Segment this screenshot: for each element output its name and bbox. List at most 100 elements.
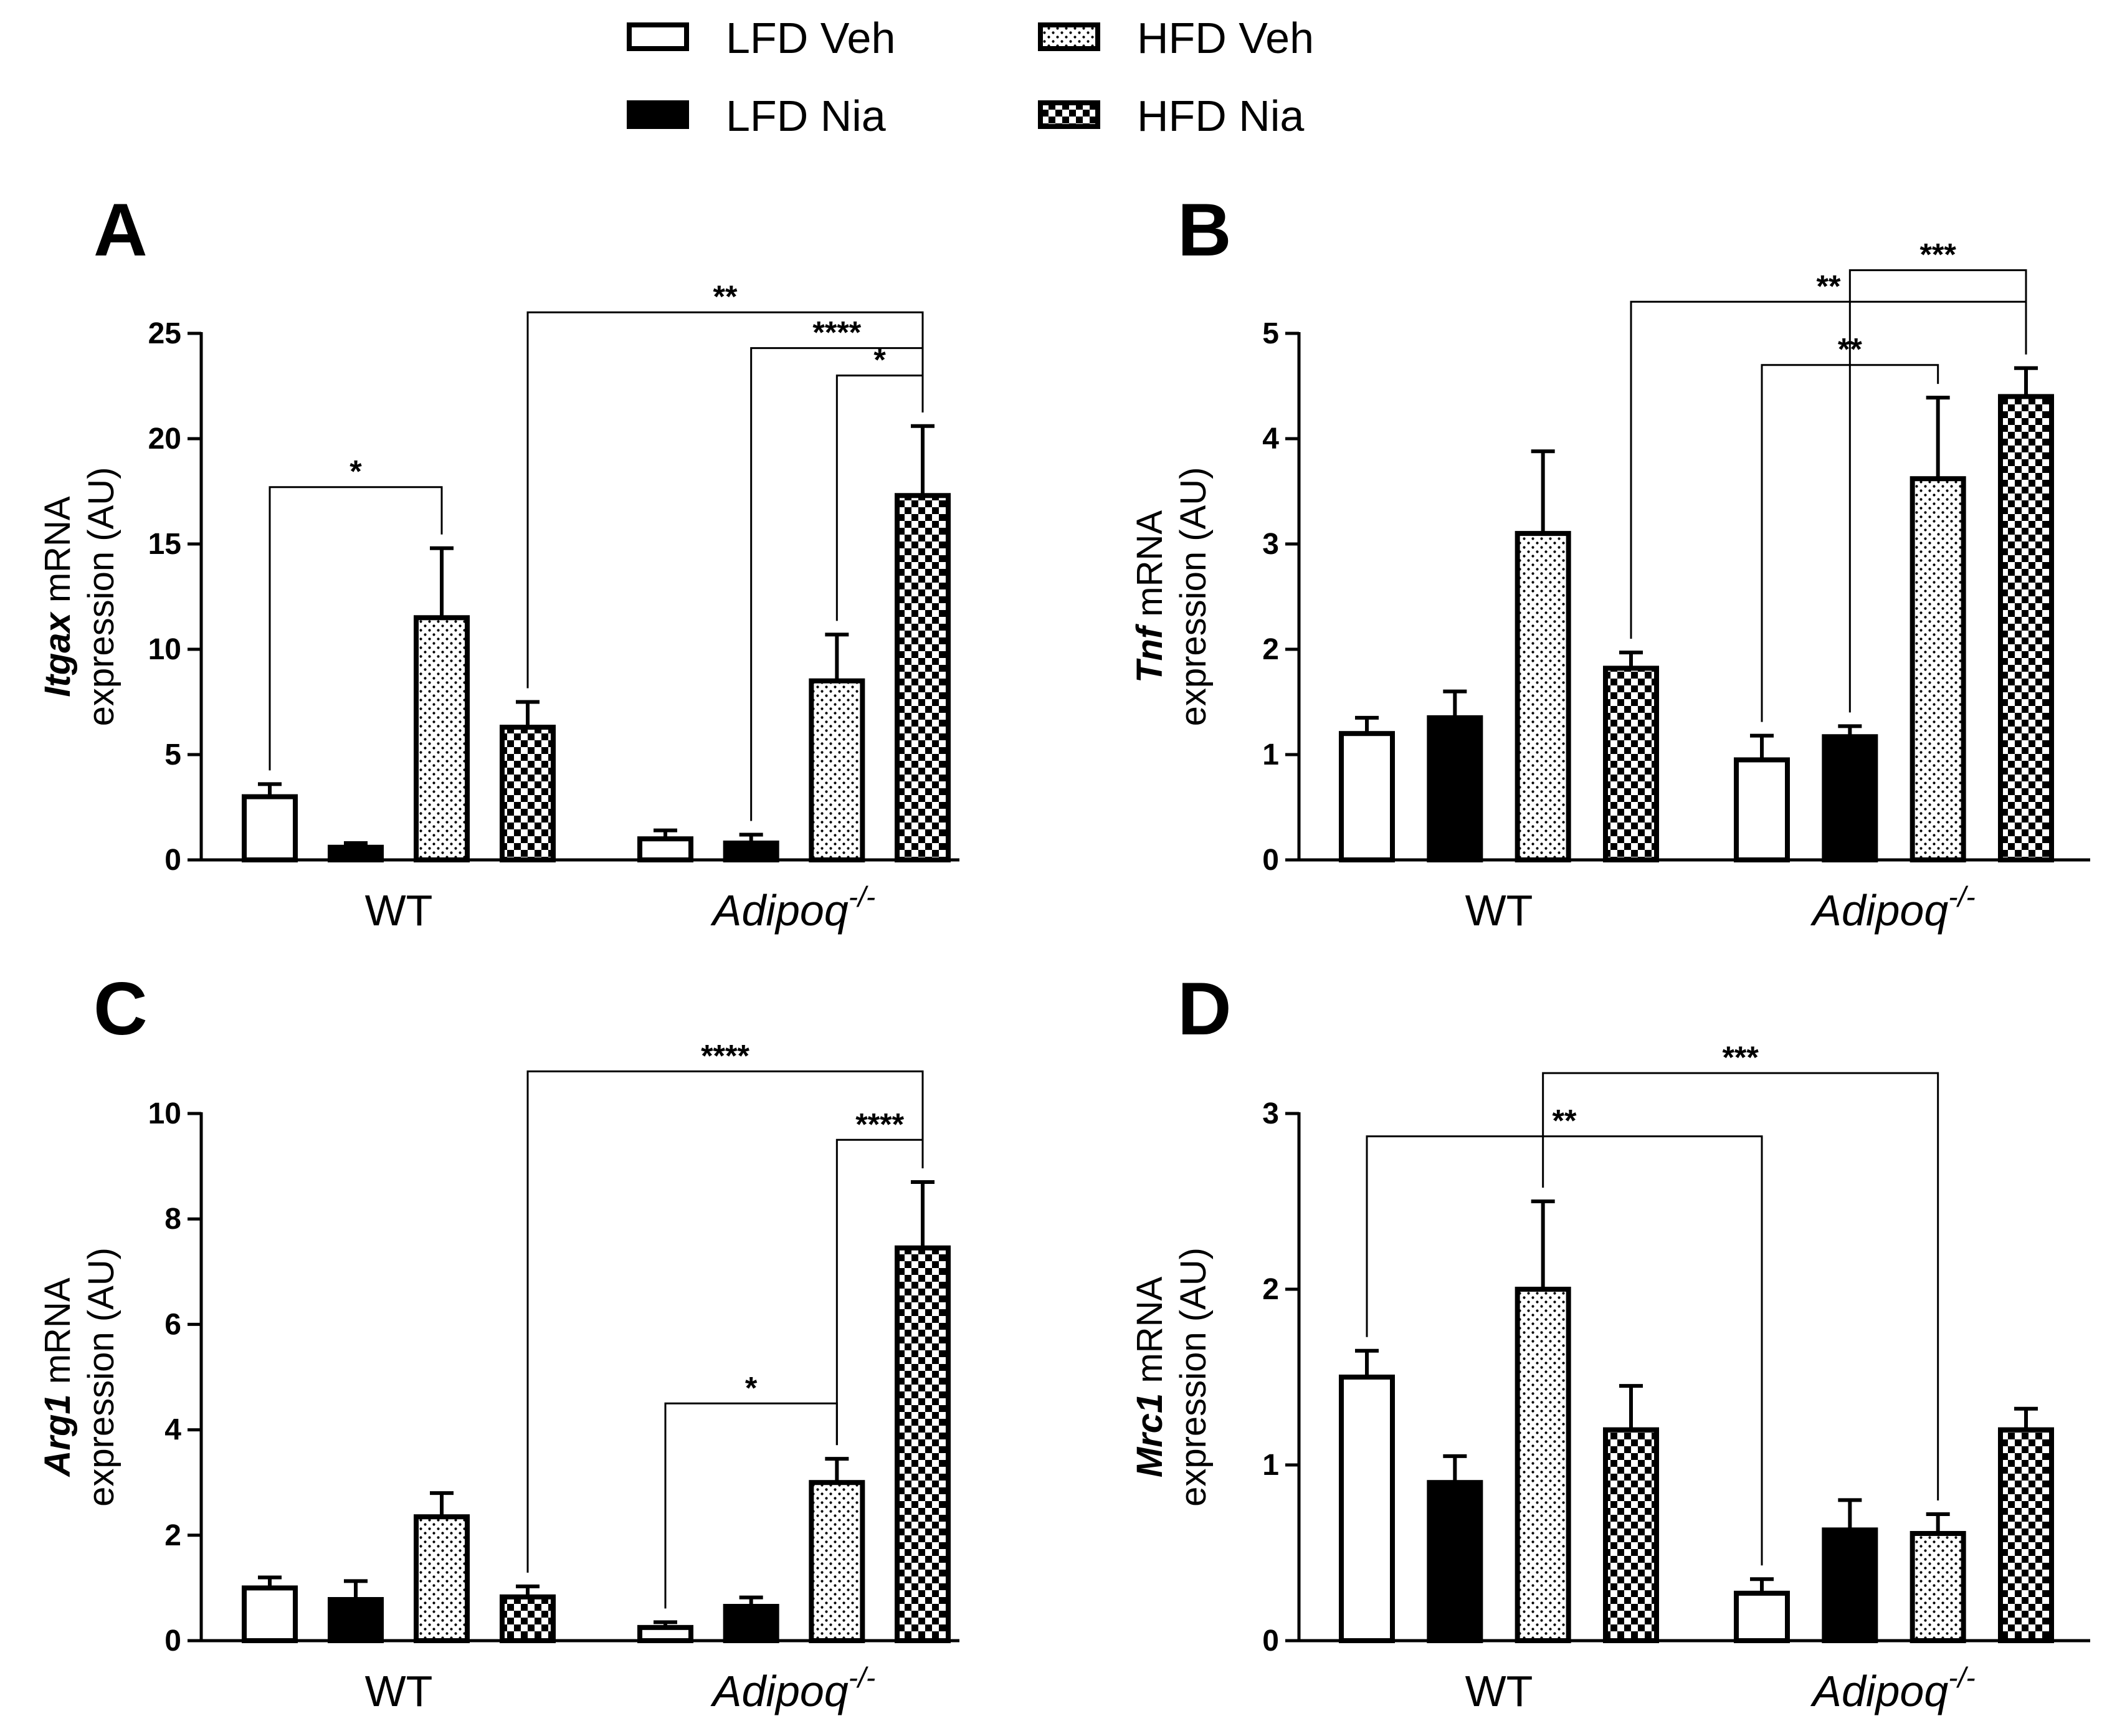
legend-item-hfd-veh: HFD Veh [1038, 14, 1314, 62]
bar [328, 844, 384, 862]
bar-hfd-nia-wt [1603, 651, 1659, 863]
bar [414, 1514, 470, 1643]
y-axis-label-line1: Tnf mRNA [1130, 510, 1170, 683]
bar-hfd-nia-wt [1603, 1384, 1659, 1644]
bar-lfd-nia-wt [1427, 1454, 1483, 1643]
bar-hfd-veh-wt [414, 546, 470, 862]
bar-hfd-veh-adipoq [1910, 1512, 1966, 1643]
bar [500, 1594, 556, 1643]
group-name: WT [1465, 886, 1533, 935]
significance-bracket: ** [1366, 1104, 1763, 1566]
bar-hfd-veh-wt [414, 1491, 470, 1643]
bar [895, 1245, 951, 1643]
significance-bracket: * [664, 1370, 838, 1609]
bar-lfd-veh-adipoq [1734, 733, 1790, 862]
y-tick-label: 8 [164, 1203, 181, 1236]
bar [328, 1597, 384, 1643]
bar [1910, 476, 1966, 862]
significance-bracket: **** [526, 1038, 924, 1573]
bar-lfd-nia-wt [328, 841, 384, 862]
y-tick-label: 15 [148, 528, 181, 561]
significance-stars: *** [1722, 1040, 1759, 1075]
bracket-line [269, 486, 443, 771]
y-tick-label: 2 [1262, 1273, 1279, 1306]
y-tick-label: 3 [1262, 528, 1279, 561]
y-axis-label-unit: mRNA [37, 496, 78, 613]
group-name: Adipoq [710, 1667, 849, 1715]
y-tick-label: 20 [148, 422, 181, 455]
bar [1339, 731, 1395, 862]
significance-stars: **** [812, 315, 861, 350]
x-group-label: Adipoq-/- [1810, 1661, 1975, 1715]
x-group-label: WT [1465, 886, 1533, 935]
y-axis-label-line2: expression (AU) [1173, 467, 1214, 727]
group-name: Adipoq [1810, 1667, 1948, 1715]
bar [1603, 1427, 1659, 1644]
group-name: Adipoq [710, 886, 849, 935]
legend-swatch-open [627, 22, 689, 51]
y-tick-label: 2 [164, 1519, 181, 1552]
bracket-line [1630, 300, 2027, 639]
y-tick-label: 10 [148, 1097, 181, 1130]
bar-hfd-nia-adipoq [1998, 1406, 2054, 1644]
significance-bracket: *** [1542, 1040, 1939, 1500]
y-tick-label: 1 [1262, 738, 1279, 771]
bar [723, 1604, 779, 1644]
bar [1822, 1527, 1878, 1644]
legend-item-hfd-nia: HFD Nia [1038, 92, 1304, 140]
bar-lfd-veh-wt [242, 782, 298, 862]
panel-a: A Itgax mRNA expression (AU) 0 5 10 15 20 25 WT Ad… [37, 188, 959, 935]
significance-bracket: ** [1761, 332, 1939, 722]
y-tick-label: 0 [1262, 1624, 1279, 1657]
x-group-label: WT [365, 886, 433, 935]
bracket-line [1542, 1072, 1939, 1500]
bar [723, 840, 779, 862]
legend-label: HFD Veh [1137, 14, 1314, 62]
x-group-label: WT [365, 1667, 433, 1715]
bar [809, 1480, 865, 1643]
gene-name: Itgax [37, 611, 78, 697]
bar-hfd-nia-wt [500, 700, 556, 863]
significance-stars: * [745, 1370, 758, 1405]
genotype-superscript: -/- [1948, 1661, 1975, 1694]
panel-b: B Tnf mRNA expression (AU) 0 1 2 3 4 5 WT Adipoq-/… [1130, 188, 2090, 935]
genotype-superscript: -/- [849, 880, 875, 913]
legend-label: LFD Veh [726, 14, 895, 62]
y-axis-label-unit: mRNA [1130, 510, 1170, 627]
bar-lfd-veh-wt [1339, 715, 1395, 862]
bar-hfd-veh-wt [1515, 449, 1571, 862]
bracket-line [1761, 364, 1939, 722]
legend: LFD Veh HFD Veh LFD Nia HFD Nia [627, 14, 1314, 140]
bar-lfd-veh-adipoq [1734, 1577, 1790, 1644]
x-group-label: Adipoq-/- [710, 880, 875, 935]
y-axis-label-line2: expression (AU) [81, 467, 121, 727]
y-tick-label: 10 [148, 633, 181, 666]
panel-d: D Mrc1 mRNA expression (AU) 0 1 2 3 WT Adipoq-/-… [1130, 967, 2090, 1715]
bar-lfd-nia-adipoq [1822, 1498, 1878, 1644]
bar-hfd-veh-adipoq [809, 1457, 865, 1643]
significance-stars: * [350, 454, 362, 489]
bar [242, 1585, 298, 1643]
bar-lfd-nia-wt [1427, 689, 1483, 862]
significance-stars: ** [1553, 1104, 1577, 1138]
legend-label: HFD Nia [1137, 92, 1304, 140]
bar-lfd-nia-adipoq [723, 1595, 779, 1644]
y-tick-label: 4 [1262, 422, 1279, 455]
bar [1515, 1287, 1571, 1643]
y-axis-label-unit: mRNA [37, 1277, 78, 1394]
bar-hfd-nia-adipoq [1998, 366, 2054, 862]
y-tick-label: 0 [164, 844, 181, 877]
y-axis-label-line1: Itgax mRNA [37, 496, 78, 697]
significance-bracket: ** [1630, 269, 2027, 639]
y-tick-label: 6 [164, 1308, 181, 1341]
significance-bracket: * [835, 343, 924, 621]
y-tick-label: 5 [1262, 317, 1279, 350]
legend-label: LFD Nia [726, 92, 886, 140]
y-tick-label: 25 [148, 317, 181, 350]
genotype-superscript: -/- [849, 1661, 875, 1694]
y-axis-label-line2: expression (AU) [81, 1247, 121, 1507]
bar-lfd-veh-wt [242, 1575, 298, 1643]
bar-lfd-veh-wt [1339, 1348, 1395, 1643]
